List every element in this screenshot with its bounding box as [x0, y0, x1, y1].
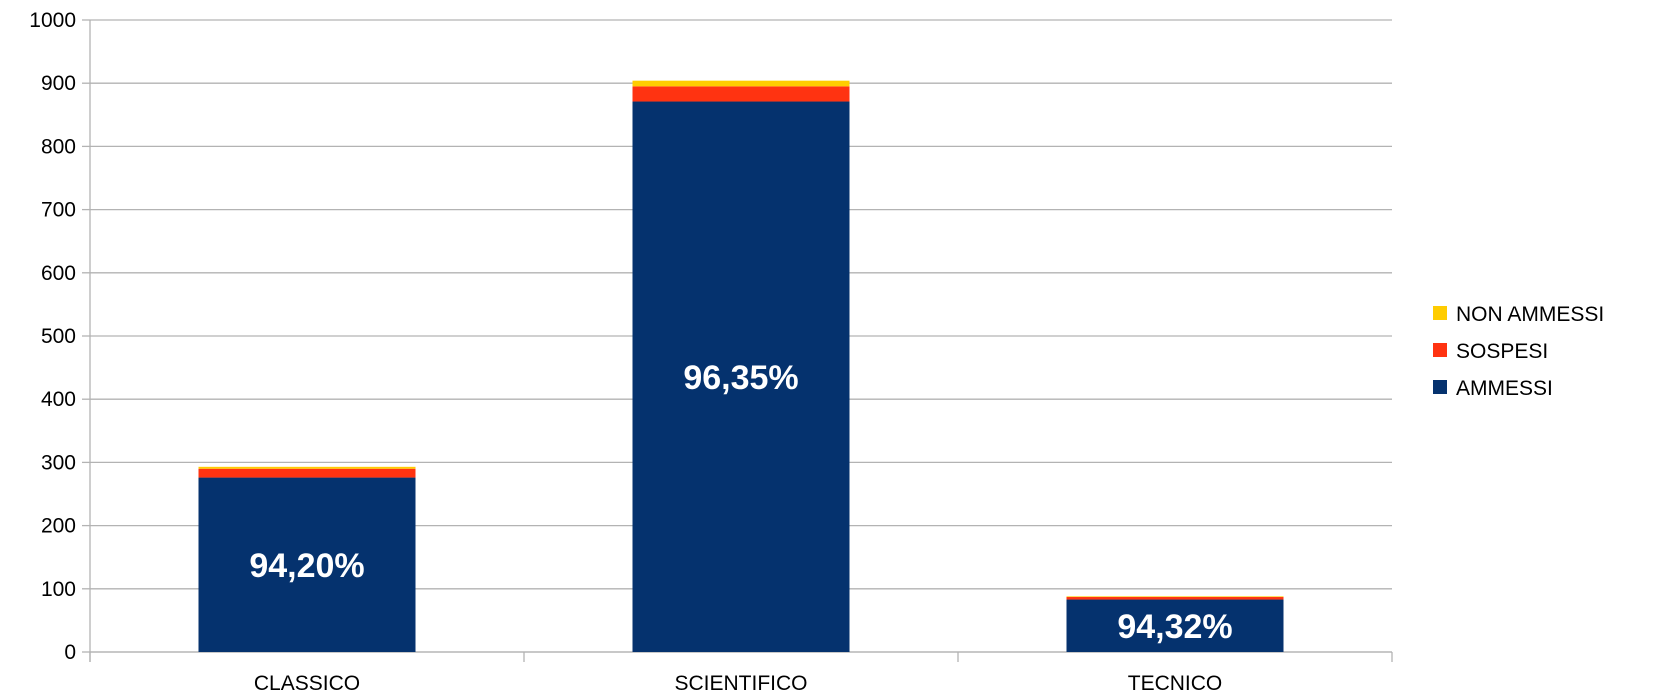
x-category-label: SCIENTIFICO [674, 672, 807, 695]
y-tick-label: 1000 [29, 9, 76, 32]
y-tick-label: 900 [41, 72, 76, 95]
bar-data-label: 96,35% [683, 359, 798, 397]
legend: NON AMMESSI SOSPESI AMMESSI [1433, 303, 1604, 400]
bar-data-label: 94,20% [249, 547, 364, 585]
y-tick-label: 200 [41, 515, 76, 538]
legend-swatch [1433, 306, 1447, 320]
y-tick-label: 700 [41, 199, 76, 222]
bar-segment-sospesi [1066, 597, 1284, 600]
bar-segment-non-ammessi [198, 466, 416, 469]
bar-segment-sospesi [198, 468, 416, 478]
y-tick-label: 300 [41, 451, 76, 474]
bar-segment-ammessi [1066, 599, 1284, 652]
bar-segment-ammessi [198, 477, 416, 652]
x-category-label: CLASSICO [254, 672, 360, 695]
y-tick-label: 500 [41, 325, 76, 348]
bars [198, 80, 1284, 652]
bar-segment-non-ammessi [1066, 596, 1284, 598]
bar-data-label: 94,32% [1117, 608, 1232, 646]
y-tick-label: 400 [41, 388, 76, 411]
data-labels: 94,20% 96,35% 94,32% [249, 359, 1232, 646]
legend-label: SOSPESI [1456, 340, 1548, 363]
x-category-label: TECNICO [1128, 672, 1223, 695]
legend-label: NON AMMESSI [1456, 303, 1604, 326]
y-tick-label: 800 [41, 135, 76, 158]
legend-swatch [1433, 343, 1447, 357]
y-tick-label: 600 [41, 262, 76, 285]
bar-segment-non-ammessi [632, 80, 850, 87]
legend-swatch [1433, 380, 1447, 394]
bar-segment-ammessi [632, 101, 850, 652]
legend-label: AMMESSI [1456, 377, 1553, 400]
y-tick-label: 100 [41, 578, 76, 601]
y-tick-label: 0 [64, 641, 76, 664]
bar-segment-sospesi [632, 86, 850, 102]
